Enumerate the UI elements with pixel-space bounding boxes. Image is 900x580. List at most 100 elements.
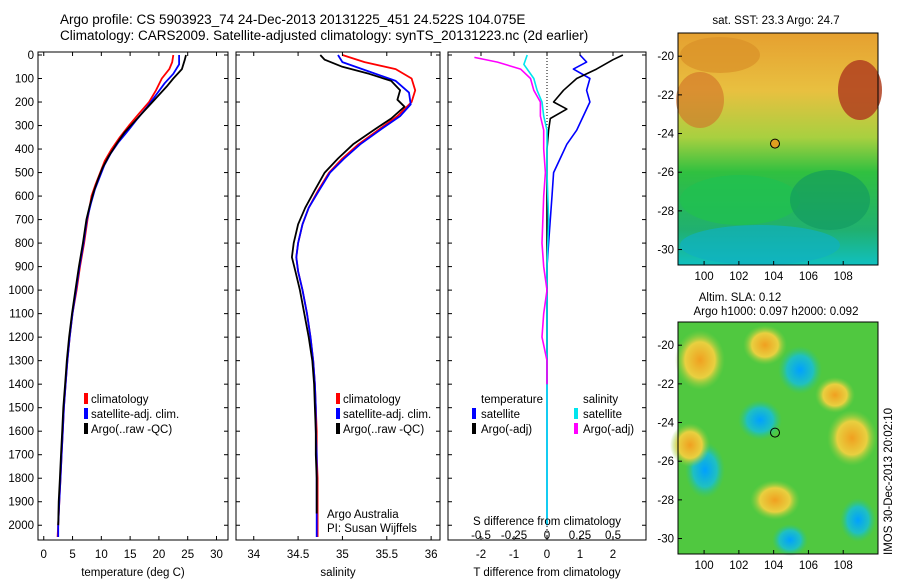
difference-series xyxy=(474,52,624,540)
salinity-x-ticks: 34 34.5 35 35.5 36 xyxy=(247,52,438,561)
sst-warm-patch xyxy=(838,60,882,120)
depth-tick-label: 2000 xyxy=(8,520,34,532)
legend-label-argo: Argo(..raw -QC) xyxy=(91,424,172,436)
depth-tick-label: 1500 xyxy=(8,403,34,415)
legend-swatch-argo xyxy=(336,423,340,434)
legend-swatch-temp-satellite xyxy=(472,408,476,419)
difference-x-label: T difference from climatology xyxy=(473,567,620,579)
sst-map-frame xyxy=(677,32,879,266)
sst-warm-patch xyxy=(676,72,724,128)
series-line-argo xyxy=(290,54,406,514)
x-tick-label: -1 xyxy=(509,549,519,561)
legend-swatch-climatology xyxy=(84,393,88,404)
legend-label-temp-satellite: satellite xyxy=(481,409,520,421)
depth-tick-label: 1700 xyxy=(8,450,34,462)
annotation-pi: PI: Susan Wijffels xyxy=(327,523,417,535)
depth-tick-label: 1600 xyxy=(8,426,34,438)
sla-high-patch xyxy=(750,480,800,520)
depth-tick-label: 300 xyxy=(15,121,34,133)
depth-tick-label: 700 xyxy=(15,215,34,227)
x-tick-label: 0 xyxy=(41,549,47,561)
series-line-climatology xyxy=(295,54,417,537)
x-tick-label: 1 xyxy=(577,549,583,561)
x-tick-label: 2 xyxy=(610,549,616,561)
legend-title-temperature: temperature xyxy=(481,394,543,406)
x-tick-label: 10 xyxy=(95,549,108,561)
map-x-tick-label: 106 xyxy=(799,271,818,283)
map-x-tick-label: 108 xyxy=(834,271,853,283)
side-timestamp-label: IMOS 30-Dec-2013 20:02:10 xyxy=(883,408,895,555)
salinity-x-label: salinity xyxy=(320,567,355,579)
legend-label-climatology: climatology xyxy=(343,394,401,406)
legend-label-satellite: satellite-adj. clim. xyxy=(343,409,431,421)
depth-tick-label: 800 xyxy=(15,238,34,250)
sla-high-patch xyxy=(743,325,787,365)
series-line-temp-argo xyxy=(546,54,624,385)
figure-title-line-1: Argo profile: CS 5903923_74 24-Dec-2013 … xyxy=(60,12,526,27)
legend-swatch-satellite xyxy=(336,408,340,419)
top-x-tick-label: 0.25 xyxy=(569,530,591,542)
map-x-tick-label: 108 xyxy=(834,560,853,572)
depth-tick-label: 0 xyxy=(28,50,34,62)
map-y-tick-label: -28 xyxy=(657,495,674,507)
depth-tick-label: 1400 xyxy=(8,379,34,391)
x-tick-label: 35.5 xyxy=(376,549,398,561)
depth-tick-label: 1200 xyxy=(8,332,34,344)
sla-high-patch xyxy=(815,377,855,413)
x-tick-label: 20 xyxy=(153,549,166,561)
figure-title-line-2: Climatology: CARS2009. Satellite-adjuste… xyxy=(60,28,589,43)
x-tick-label: 34 xyxy=(247,549,260,561)
x-tick-label: 30 xyxy=(210,549,223,561)
sst-green-patch xyxy=(790,170,870,230)
legend-label-argo: Argo(..raw -QC) xyxy=(343,424,424,436)
sla-low-patch xyxy=(772,524,808,556)
x-tick-label: 25 xyxy=(181,549,194,561)
annotation-argo-australia: Argo Australia xyxy=(327,509,399,521)
difference-legend: temperature salinity satellite Argo(-adj… xyxy=(472,394,634,436)
argo-location-marker xyxy=(770,138,780,149)
legend-swatch-sal-satellite xyxy=(574,408,578,419)
series-line-argo xyxy=(57,54,187,526)
legend-swatch-sal-argo xyxy=(574,423,578,434)
salinity-panel-frame xyxy=(235,51,441,541)
temperature-panel-frame xyxy=(37,51,229,541)
x-tick-label: -2 xyxy=(476,549,486,561)
top-x-tick-label: -0.5 xyxy=(471,530,491,542)
map-y-tick-label: -30 xyxy=(657,534,674,546)
legend-swatch-temp-argo xyxy=(472,423,476,434)
difference-x-ticks: -2 -1 0 1 2 -0.5 -0.25 0 0.25 0.5 xyxy=(471,52,621,561)
legend-label-climatology: climatology xyxy=(91,394,149,406)
depth-axis: 0 100 200 300 400 500 600 700 800 900 1000 1100 1200… xyxy=(8,50,646,532)
legend-label-sal-satellite: satellite xyxy=(583,409,622,421)
depth-tick-label: 1300 xyxy=(8,356,34,368)
sla-high-patch xyxy=(827,410,877,466)
depth-tick-label: 900 xyxy=(15,262,34,274)
sst-map xyxy=(676,32,882,266)
depth-tick-label: 1900 xyxy=(8,497,34,509)
temperature-x-label: temperature (deg C) xyxy=(81,567,185,579)
argo-location-marker xyxy=(770,427,780,438)
series-line-temp-satellite xyxy=(546,54,591,526)
legend-label-temp-argo: Argo(-adj) xyxy=(481,424,532,436)
map-x-tick-label: 102 xyxy=(729,560,748,572)
sla-high-patch xyxy=(670,423,710,467)
legend-swatch-climatology xyxy=(336,393,340,404)
sla-map-ticks: 100 102 104 106 108 -20 -22 -24 -26 -28 -30 xyxy=(657,340,852,572)
depth-tick-label: 1800 xyxy=(8,473,34,485)
sla-map-title-2: Argo h1000: 0.097 h2000: 0.092 xyxy=(694,306,859,318)
depth-tick-label: 1100 xyxy=(9,309,34,321)
map-y-tick-label: -20 xyxy=(657,340,674,352)
legend-label-sal-argo: Argo(-adj) xyxy=(583,424,634,436)
x-tick-label: 0 xyxy=(544,549,550,561)
map-y-tick-label: -22 xyxy=(657,379,674,391)
map-x-tick-label: 100 xyxy=(694,560,713,572)
top-x-tick-label: 0.5 xyxy=(605,530,621,542)
map-x-tick-label: 104 xyxy=(764,560,784,572)
sla-map xyxy=(670,321,879,556)
sst-cool-patch xyxy=(680,225,840,265)
sst-green-patch xyxy=(680,175,800,225)
map-x-tick-label: 100 xyxy=(694,271,713,283)
difference-top-label: S difference from climatology xyxy=(473,516,621,528)
sla-low-patch xyxy=(778,346,822,394)
